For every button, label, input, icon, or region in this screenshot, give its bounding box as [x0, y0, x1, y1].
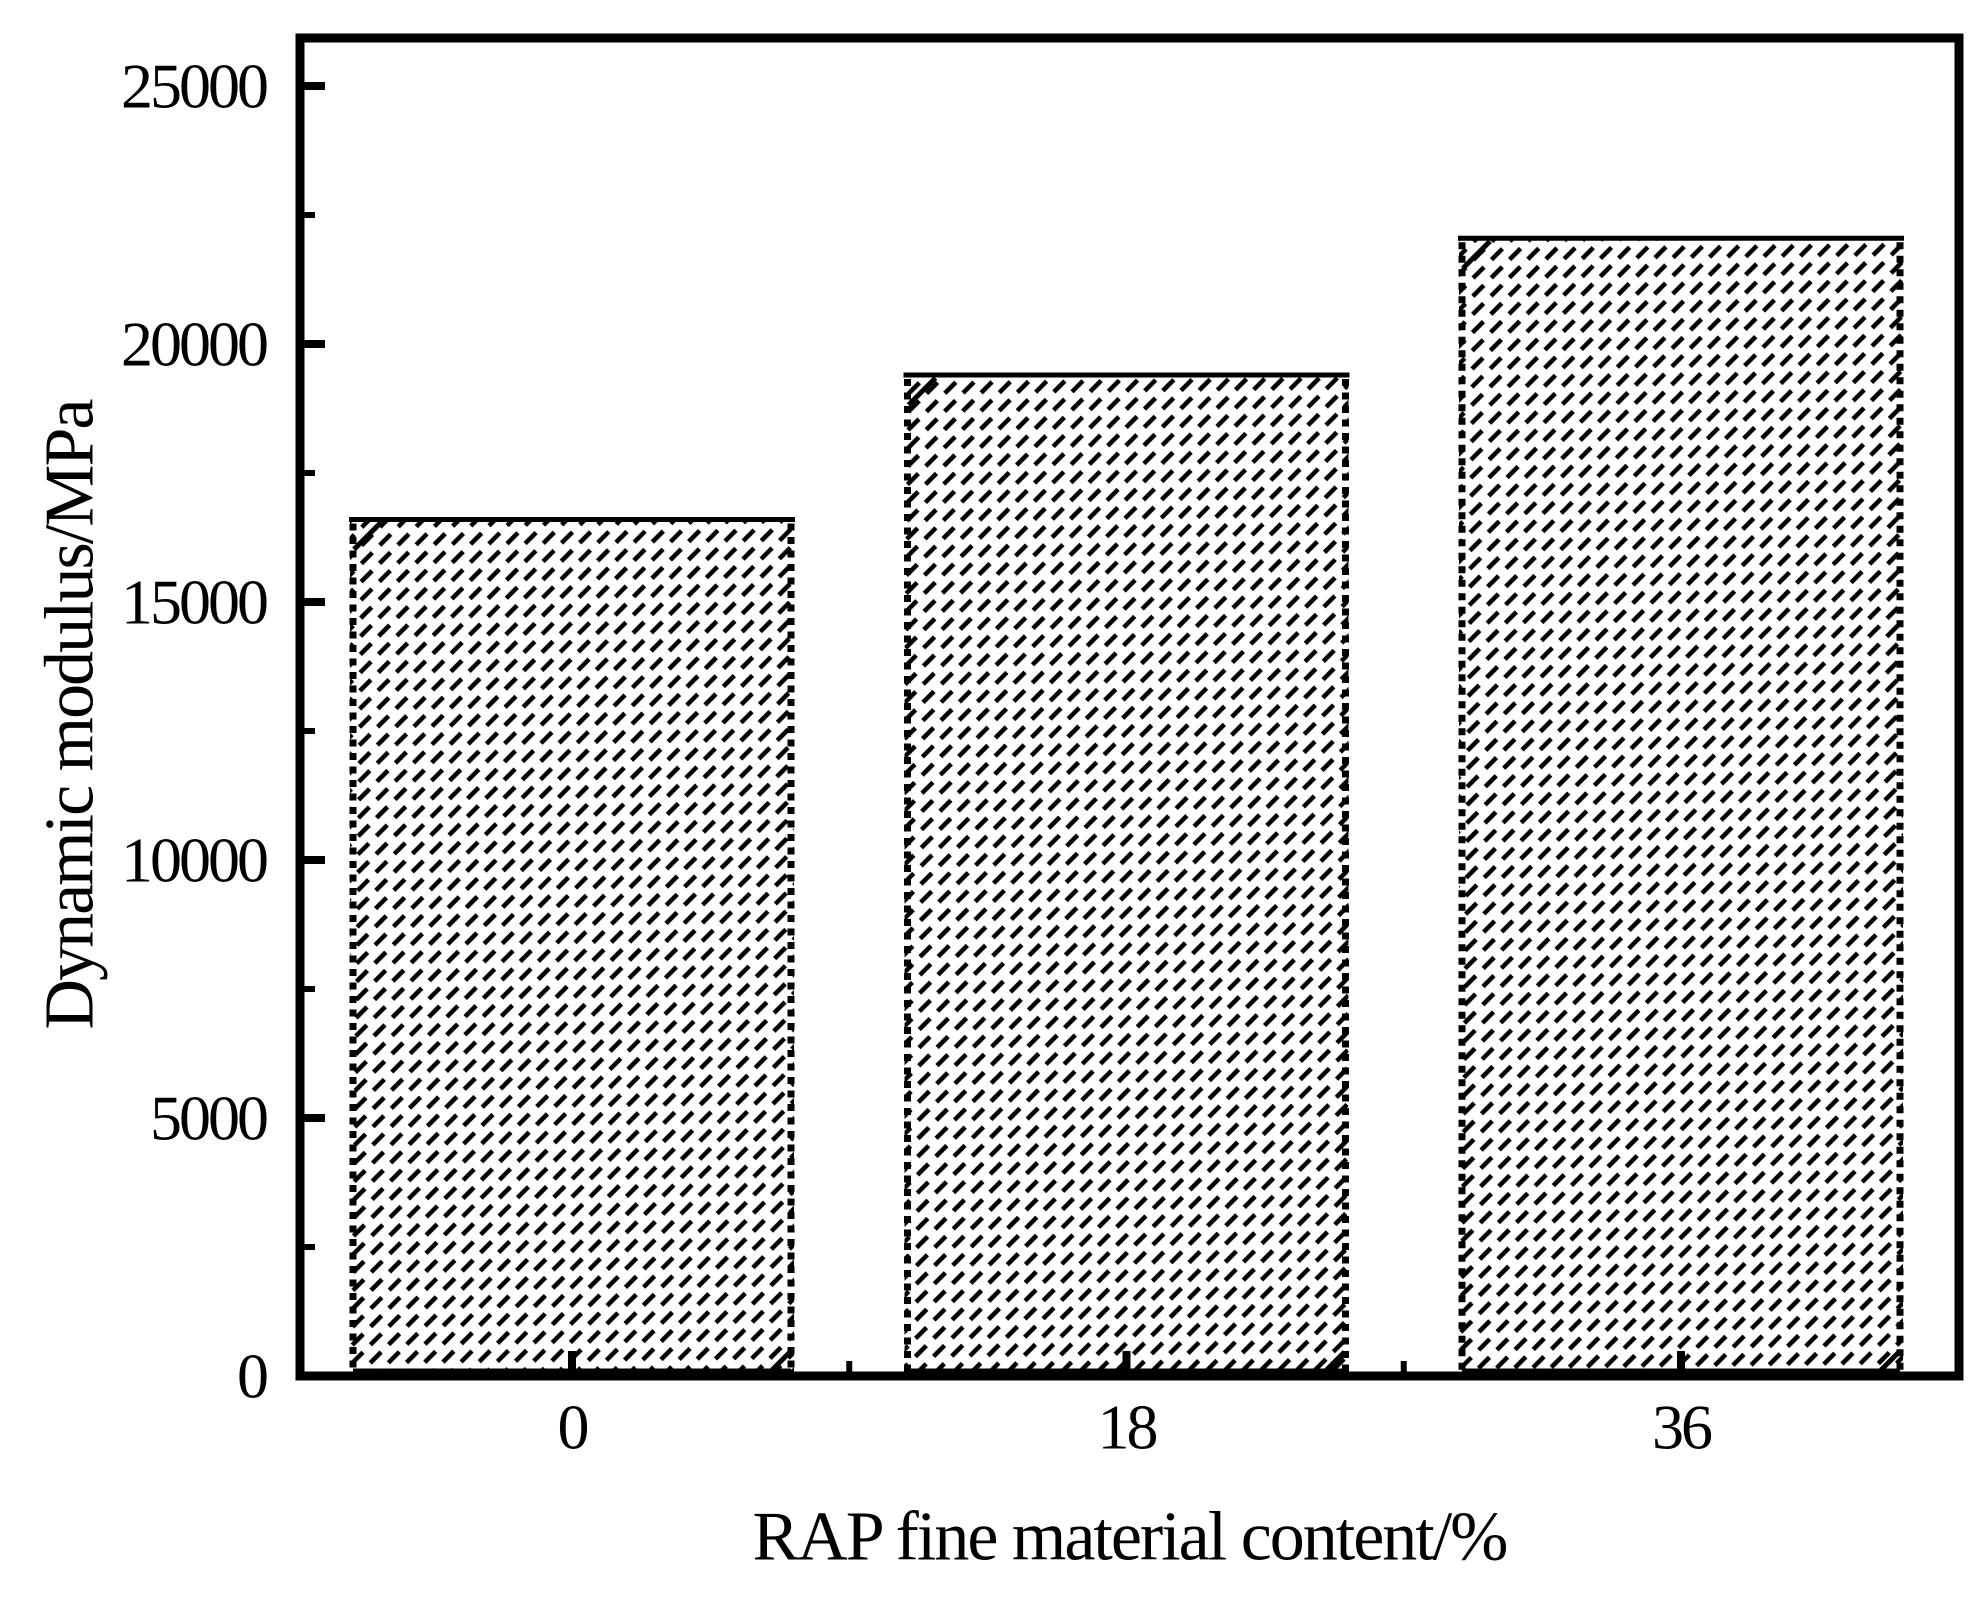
y-tick-label: 10000 [121, 825, 267, 896]
bar-corner-slash-topleft [352, 520, 383, 552]
bar [903, 372, 1350, 1375]
bar-corner-slash-bottomright [1324, 1350, 1347, 1372]
axes-layer [295, 33, 1964, 1381]
bar-hatch [904, 374, 1349, 1375]
y-tick-label: 15000 [121, 567, 267, 638]
y-axis-title: Dynamic modulus/MPa [32, 399, 109, 1030]
bar-hatch [350, 519, 794, 1374]
y-tick-label: 5000 [150, 1083, 267, 1154]
bar [1458, 235, 1904, 1375]
x-tick-label: 36 [1652, 1392, 1712, 1463]
bar-corner-slash-bottomright [770, 1350, 792, 1372]
labels-layer: 0 5000 10000 15000 20000 25000 0 18 36 RAP fine m… [32, 51, 1716, 1576]
y-tick-label: 0 [237, 1341, 267, 1412]
bars-layer [349, 235, 1904, 1375]
x-tick-label: 0 [558, 1392, 588, 1463]
x-axis-title: RAP fine material content/% [752, 1499, 1506, 1576]
bar-hatch [1459, 238, 1903, 1375]
bar-corner-slash-topleft [906, 376, 938, 407]
y-tick-label: 25000 [121, 51, 267, 122]
bar [349, 516, 795, 1374]
bar-corner-slash-topleft [1461, 239, 1492, 270]
x-tick-label: 18 [1098, 1392, 1157, 1463]
bar-corner-slash-bottomright [1879, 1350, 1901, 1372]
y-tick-label: 20000 [121, 309, 267, 380]
